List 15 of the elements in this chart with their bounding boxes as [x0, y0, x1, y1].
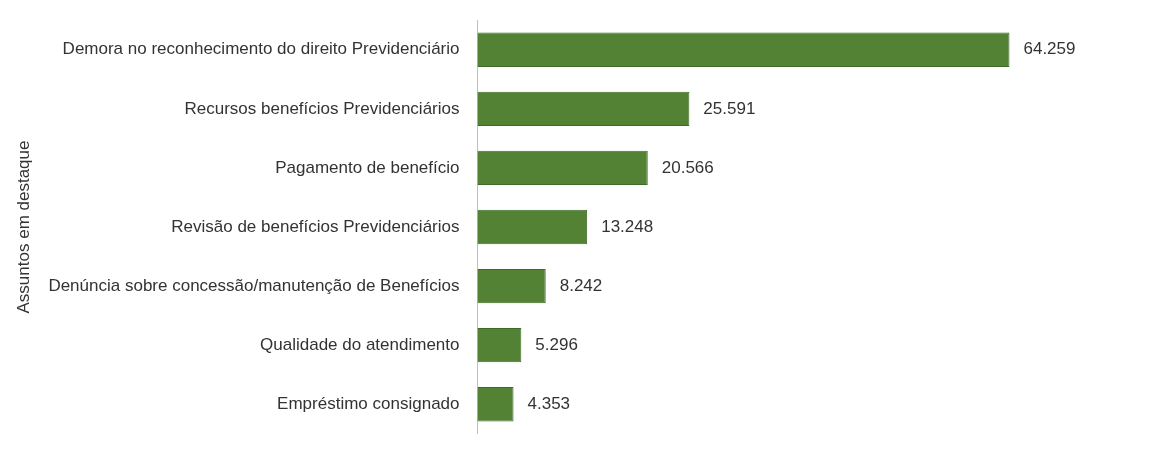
y-tick-label: Revisão de benefícios Previdenciários [171, 216, 460, 236]
y-tick-label: Qualidade do atendimento [260, 334, 460, 354]
y-axis-title: Assuntos em destaque [13, 140, 33, 314]
data-label: 8.242 [559, 275, 603, 295]
y-tick-label: Empréstimo consignado [277, 393, 460, 413]
y-tick-label: Recursos benefícios Previdenciários [184, 98, 460, 118]
data-label: 20.566 [661, 157, 714, 177]
data-label: 13.248 [601, 216, 654, 236]
y-tick-label: Denúncia sobre concessão/manutenção de Benefícios [48, 275, 460, 295]
data-label: 64.259 [1023, 39, 1076, 59]
data-label: 5.296 [535, 334, 578, 354]
data-label: 4.353 [527, 393, 571, 413]
data-label: 25.591 [703, 98, 756, 118]
y-tick-label: Demora no reconhecimento do direito Previdenciário [62, 39, 460, 59]
y-tick-label: Pagamento de benefício [275, 157, 460, 177]
